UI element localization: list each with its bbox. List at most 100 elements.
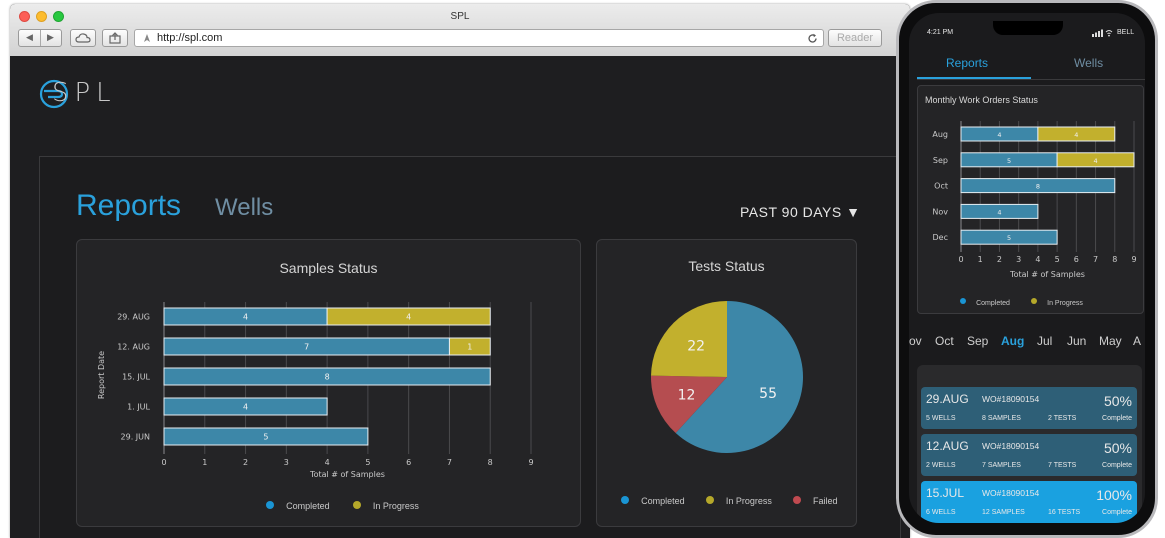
x-tick-label: 4 bbox=[1035, 255, 1040, 264]
phone-chart-legend: Completed In Progress bbox=[960, 290, 1083, 309]
x-tick-label: 4 bbox=[325, 458, 330, 467]
samples-chart-title: Samples Status bbox=[279, 260, 378, 276]
bar-completed bbox=[960, 178, 1116, 194]
x-tick-label: 3 bbox=[1016, 255, 1021, 264]
zoom-window-button[interactable] bbox=[53, 11, 64, 22]
month-item[interactable]: A bbox=[1133, 334, 1142, 348]
bar-value-label: 5 bbox=[1007, 234, 1011, 242]
tab-wells[interactable]: Wells bbox=[215, 194, 274, 221]
x-tick-label: 5 bbox=[365, 458, 370, 467]
x-tick-label: 2 bbox=[997, 255, 1002, 264]
x-tick-label: 3 bbox=[284, 458, 289, 467]
signal-wifi-icon bbox=[1092, 29, 1113, 37]
bar-completed bbox=[163, 367, 491, 386]
month-item[interactable]: ov bbox=[909, 334, 922, 348]
x-tick-label: 0 bbox=[161, 458, 166, 467]
work-order-tests: 16 TESTS bbox=[1048, 509, 1081, 516]
legend-in-progress-label: In Progress bbox=[725, 496, 772, 506]
bar-value-label: 8 bbox=[325, 373, 330, 382]
category-label: Dec bbox=[933, 233, 948, 242]
work-order-number: WO#18090154 bbox=[982, 488, 1040, 498]
category-label: Oct bbox=[934, 182, 948, 191]
bar-completed bbox=[163, 397, 328, 416]
bar-value-label: 4 bbox=[997, 131, 1001, 139]
share-button[interactable] bbox=[102, 29, 128, 47]
bar-value-label: 4 bbox=[997, 208, 1001, 216]
close-window-button[interactable] bbox=[19, 11, 30, 22]
pie-value-label: 12 bbox=[678, 387, 696, 403]
category-label: 1. JUL bbox=[127, 403, 150, 412]
month-item[interactable]: May bbox=[1099, 334, 1122, 348]
month-item[interactable]: Jul bbox=[1037, 334, 1053, 348]
month-selector[interactable]: ov Oct Sep Aug Jul Jun May A bbox=[909, 334, 1145, 350]
share-icon bbox=[109, 32, 121, 44]
month-item[interactable]: Jun bbox=[1067, 334, 1087, 348]
bar-value-label: 4 bbox=[243, 403, 248, 412]
legend-completed-label: Completed bbox=[641, 496, 685, 506]
address-bar[interactable]: http://spl.com bbox=[134, 29, 824, 47]
site-compass-icon bbox=[144, 34, 150, 42]
cloud-tabs-button[interactable] bbox=[70, 29, 96, 47]
tab-divider bbox=[917, 79, 1145, 80]
x-tick-label: 9 bbox=[1131, 255, 1136, 264]
samples-status-panel: Samples Status 0 1 2 3 4 5 6 7 8 9 29. AUG 4 4 12. AU… bbox=[76, 239, 581, 527]
forward-arrow-icon[interactable]: ▶ bbox=[39, 30, 61, 46]
x-tick-label: 6 bbox=[406, 458, 411, 467]
bar-value-label: 4 bbox=[1074, 131, 1078, 139]
category-label: Nov bbox=[932, 207, 948, 216]
category-label: 12. AUG bbox=[117, 343, 150, 352]
x-axis-label: Total # of Samples bbox=[309, 470, 385, 479]
legend-completed-dot bbox=[621, 495, 629, 504]
work-order-percent: 100% bbox=[1096, 487, 1132, 503]
status-carrier: BELL bbox=[1117, 29, 1135, 36]
reload-icon[interactable] bbox=[807, 33, 818, 44]
samples-bar-chart: 0 1 2 3 4 5 6 7 8 9 29. AUG 4 4 12. AUG 7 1 15. JUL 8 1. J… bbox=[97, 302, 534, 479]
back-forward-buttons[interactable]: ◀ ▶ bbox=[18, 29, 62, 47]
legend-failed-label: Failed bbox=[813, 496, 838, 506]
x-tick-label: 8 bbox=[488, 458, 493, 467]
work-order-number: WO#18090154 bbox=[982, 394, 1040, 404]
bar-value-label: 4 bbox=[1093, 157, 1097, 165]
legend-in-progress-label: In Progress bbox=[1047, 300, 1083, 307]
work-order-card[interactable]: 12.AUG WO#18090154 50% Complete 2 WELLS 7 SAM… bbox=[921, 434, 1137, 476]
work-order-wells: 5 WELLS bbox=[926, 415, 956, 422]
pie-slice-in-progress bbox=[651, 301, 727, 377]
x-tick-label: 1 bbox=[978, 255, 983, 264]
x-tick-label: 6 bbox=[1074, 255, 1079, 264]
phone-notch bbox=[993, 21, 1063, 35]
url-text[interactable]: http://spl.com bbox=[157, 32, 223, 44]
work-orders-bar-chart: 0 1 2 3 4 5 6 7 8 9 Aug 4 4 Sep 5 4 Oct 8 Nov 4 Dec 5 Total # … bbox=[932, 121, 1137, 279]
minimize-window-button[interactable] bbox=[36, 11, 47, 22]
tab-reports[interactable]: Reports bbox=[76, 189, 182, 222]
work-order-date: 15.JUL bbox=[926, 486, 965, 500]
work-order-wells: 6 WELLS bbox=[926, 509, 956, 516]
x-tick-label: 8 bbox=[1112, 255, 1117, 264]
tests-legend: Completed In Progress Failed bbox=[621, 489, 838, 508]
pie-value-label: 22 bbox=[687, 339, 705, 355]
reader-button[interactable]: Reader bbox=[828, 29, 882, 47]
work-order-card[interactable]: 29.AUG WO#18090154 50% Complete 5 WELLS 8 SAM… bbox=[921, 387, 1137, 429]
x-tick-label: 2 bbox=[243, 458, 248, 467]
x-axis-label: Total # of Samples bbox=[1009, 270, 1085, 279]
bar-in-progress bbox=[326, 307, 491, 326]
month-item[interactable]: Aug bbox=[1001, 334, 1025, 348]
tests-status-panel: Tests Status 55 12 22 Completed In Progres… bbox=[596, 239, 857, 527]
x-tick-label: 5 bbox=[1055, 255, 1060, 264]
browser-toolbar: SPL ◀ ▶ http://spl.com Reader bbox=[10, 4, 910, 57]
phone-tab-reports[interactable]: Reports bbox=[946, 56, 989, 70]
work-order-complete-label: Complete bbox=[1102, 415, 1132, 422]
phone-tab-wells[interactable]: Wells bbox=[1074, 56, 1104, 70]
bar-value-label: 5 bbox=[1007, 157, 1011, 165]
period-dropdown[interactable]: PAST 90 DAYS ▼ bbox=[740, 204, 861, 220]
month-item[interactable]: Sep bbox=[967, 334, 989, 348]
month-item[interactable]: Oct bbox=[935, 334, 954, 348]
bar-completed bbox=[163, 427, 369, 446]
bar-in-progress bbox=[448, 337, 491, 356]
work-order-card[interactable]: 15.JUL WO#18090154 100% Complete 6 WELLS 12 S… bbox=[921, 481, 1137, 523]
pie-slice-completed bbox=[675, 301, 803, 453]
work-order-tests: 2 TESTS bbox=[1048, 415, 1077, 422]
tests-chart-title: Tests Status bbox=[688, 258, 765, 274]
bar-value-label: 5 bbox=[263, 433, 268, 442]
back-arrow-icon[interactable]: ◀ bbox=[26, 33, 33, 43]
dashboard-container: Reports Wells PAST 90 DAYS ▼ Samples Sta… bbox=[39, 156, 901, 538]
